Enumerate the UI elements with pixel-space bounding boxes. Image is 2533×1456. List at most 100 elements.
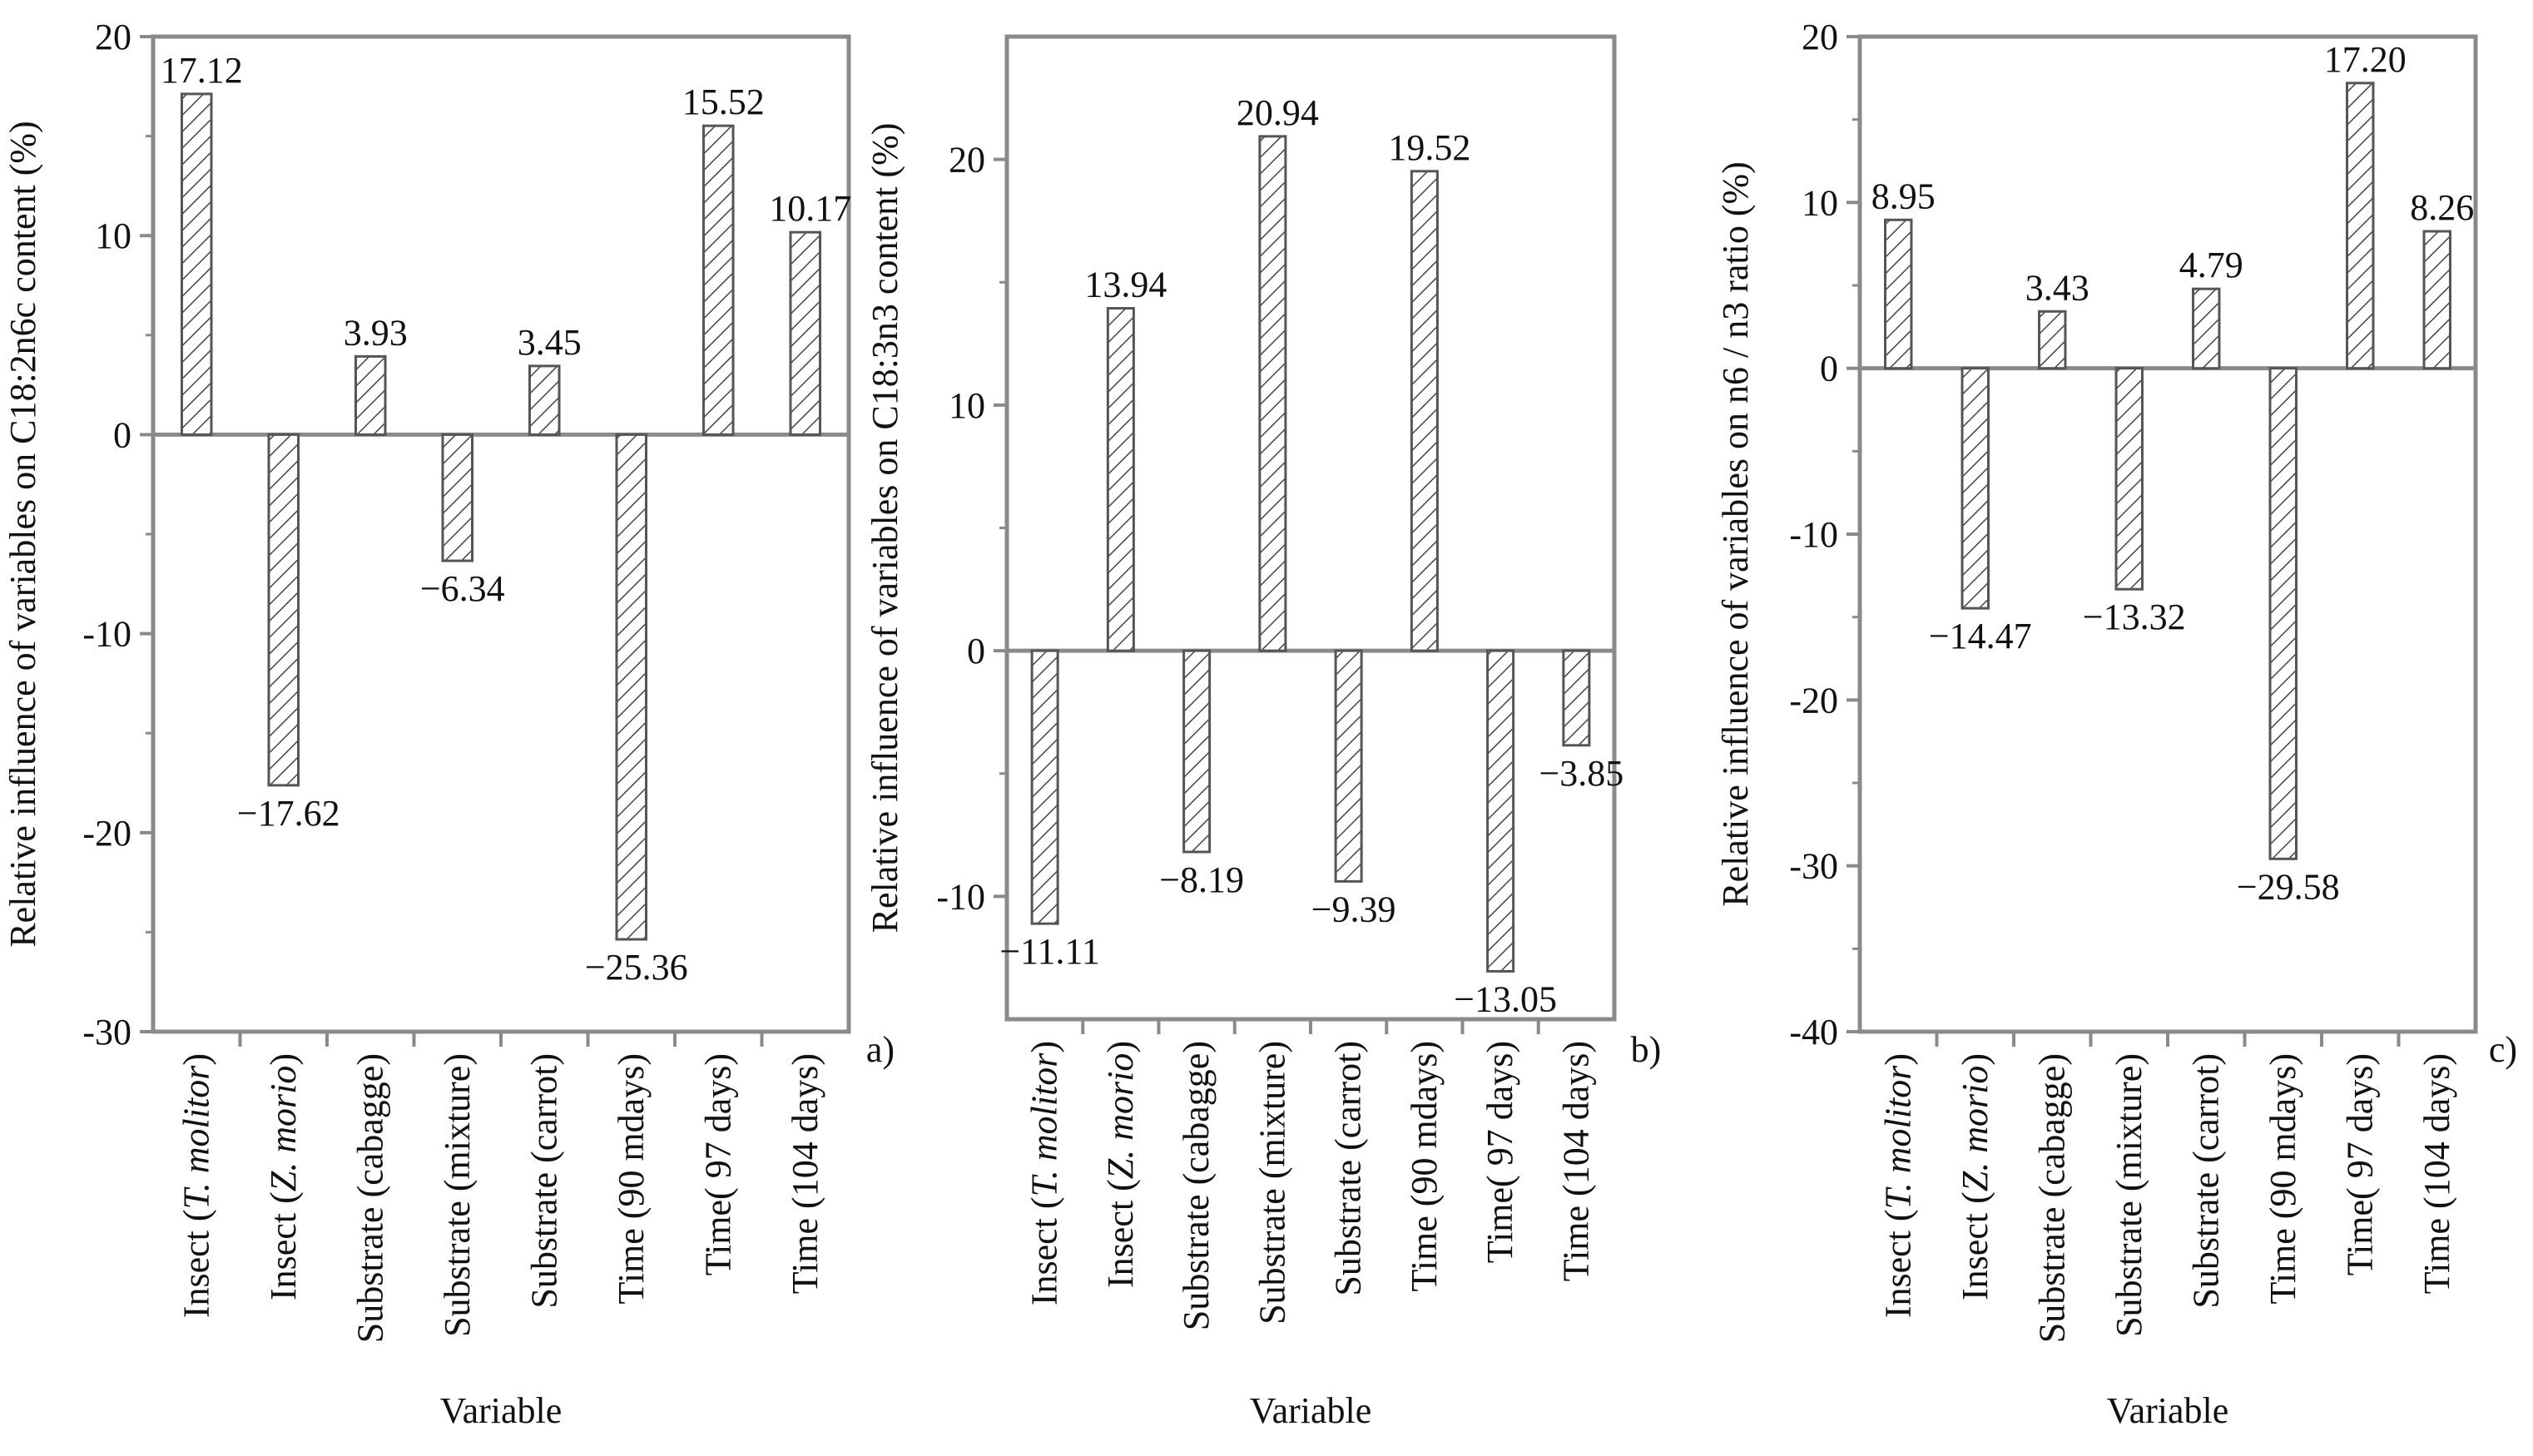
bar-value-label: −13.05 [1454,978,1557,1019]
bar [1410,170,1439,652]
category-label: Time (90 mdays) [611,1053,652,1305]
bar [2192,287,2221,370]
category-label: Insect (Z. morio) [1955,1053,1995,1300]
category-label: Time (104 days) [2417,1053,2457,1294]
category-label-prefix: Substrate (carrot) [1328,1041,1369,1296]
category-label-prefix: Insect ( [1100,1179,1141,1288]
bar-value-label: −6.34 [420,568,505,609]
category-label-suffix: ) [263,1053,304,1066]
y-tick-label: 10 [949,385,985,426]
category-label-prefix: Time (90 mdays) [1404,1041,1445,1292]
category-label: Substrate (mixture) [2109,1053,2149,1337]
bar-value-label: 4.79 [2179,245,2243,285]
category-label-prefix: Insect ( [263,1191,304,1300]
category-label-suffix: ) [1955,1053,1995,1066]
category-label: Insect (T. molitor) [1877,1053,1918,1318]
bar [1486,649,1515,973]
bar-value-label: 15.52 [682,82,765,122]
bar-value-label: 8.26 [2410,187,2474,228]
y-tick-label: 0 [967,631,985,671]
category-label-italic: Z. morio [263,1066,304,1192]
category-label-suffix: ) [1877,1053,1918,1066]
plot-frame [1004,34,1617,1022]
category-label: Time( 97 days) [697,1053,738,1275]
panel-label: c) [2489,1029,2517,1070]
y-axis-label: Relative influence of variables on n6 / … [1715,161,1756,907]
category-label: Time (104 days) [1555,1041,1596,1281]
category-label: Substrate (mixture) [437,1053,478,1337]
bar [1562,649,1591,747]
x-axis-label: Variable [2107,1390,2229,1431]
category-label-prefix: Time( 97 days) [697,1053,738,1275]
category-label: Substrate (cabagge) [1176,1041,1217,1330]
bar [1258,135,1287,652]
category-label-prefix: Substrate (mixture) [437,1053,478,1337]
y-tick-label: -10 [1789,514,1838,555]
category-label-prefix: Substrate (mixture) [2109,1053,2149,1337]
bar-value-label: 17.20 [2324,39,2407,80]
bar-value-label: 3.45 [518,322,582,363]
y-tick-label: -20 [1789,680,1838,721]
x-axis-label: Variable [1250,1390,1372,1431]
panel-label: b) [1631,1029,1662,1070]
category-label-prefix: Time (104 days) [1555,1041,1596,1281]
category-label-italic: T. molitor [1877,1065,1918,1210]
category-label-italic: T. molitor [176,1065,216,1210]
bar [1334,649,1363,883]
y-tick-label: 20 [1802,17,1838,57]
category-label: Insect (T. molitor) [176,1053,216,1318]
category-label-prefix: Substrate (mixture) [1252,1041,1292,1325]
category-label: Time( 97 days) [2339,1053,2380,1275]
category-label-prefix: Time (104 days) [2417,1053,2457,1294]
bar [701,124,735,436]
bar-value-label: 3.43 [2025,267,2089,308]
bar-value-label: −9.39 [1311,889,1396,929]
bar [1884,218,1913,370]
category-label-suffix: ) [1100,1041,1141,1053]
y-tick-label: -20 [82,813,131,854]
bar-value-label: −17.62 [237,793,340,834]
plot-frame [151,34,851,1034]
category-label-prefix: Insect ( [176,1209,216,1318]
category-label-suffix: ) [1024,1041,1065,1053]
bar [615,433,648,941]
bar [441,433,474,562]
bar [267,433,300,787]
bar [528,364,561,436]
bar-value-label: 3.93 [344,312,408,353]
y-tick-label: 0 [1820,349,1838,389]
category-label-prefix: Insect ( [1955,1191,1995,1300]
bar-value-label: −3.85 [1539,753,1623,794]
bar [789,230,822,436]
y-tick-label: 10 [95,215,131,256]
bar [1182,649,1212,854]
bar [2346,82,2375,370]
category-label-prefix: Substrate (carrot) [2185,1053,2226,1309]
y-axis-label: Relative influence of variables on C18:3… [865,123,905,934]
y-tick-label: -30 [82,1012,131,1052]
x-axis-label: Variable [440,1390,563,1431]
category-label: Substrate (carrot) [1328,1041,1369,1296]
y-tick-label: 20 [95,17,131,57]
bar-value-label: −8.19 [1159,859,1244,900]
bar-value-label: 8.95 [1871,176,1936,216]
bar-value-label: −29.58 [2237,866,2340,907]
bar [2422,230,2451,370]
category-label-prefix: Substrate (cabagge) [1176,1041,1217,1330]
y-tick-label: 0 [113,414,131,455]
bar [1030,649,1059,925]
category-label: Time (90 mdays) [1404,1041,1445,1292]
category-label: Time( 97 days) [1480,1041,1520,1263]
category-label: Substrate (cabagge) [2031,1053,2072,1343]
bar-value-label: 10.17 [769,188,851,229]
y-tick-label: 10 [1802,182,1838,223]
category-label: Substrate (carrot) [2185,1053,2226,1309]
category-label-prefix: Time (104 days) [785,1053,825,1294]
category-label-prefix: Substrate (cabagge) [2031,1053,2072,1343]
category-label: Time (90 mdays) [2263,1053,2303,1305]
category-label-prefix: Substrate (carrot) [523,1053,564,1309]
